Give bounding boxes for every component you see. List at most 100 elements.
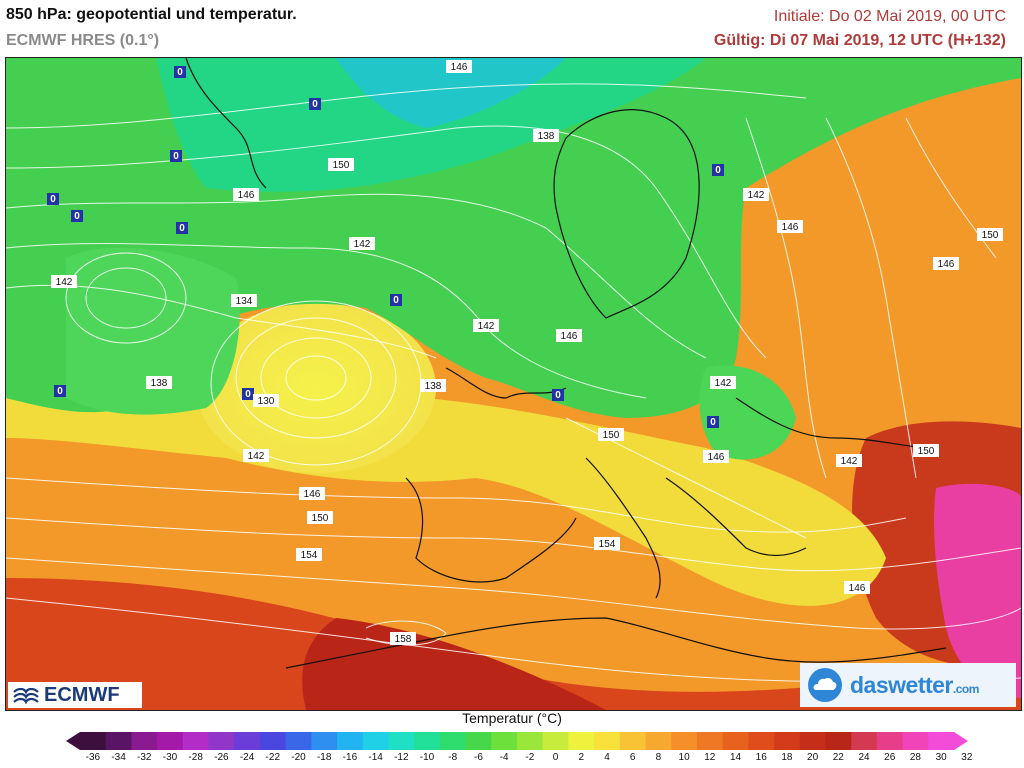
- legend-tick-label: 8: [655, 752, 662, 763]
- legend-tick-label: 4: [604, 752, 610, 763]
- cold-field-atlantic: [66, 247, 240, 415]
- svg-text:142: 142: [748, 190, 765, 201]
- init-time: Initiale: Do 02 Mai 2019, 00 UTC: [773, 8, 1006, 25]
- svg-text:138: 138: [538, 131, 555, 142]
- legend-tick-label: 6: [629, 752, 636, 763]
- legend-swatch: [234, 732, 261, 750]
- svg-text:142: 142: [56, 277, 73, 288]
- svg-text:158: 158: [395, 634, 412, 645]
- legend-swatch: [851, 732, 878, 750]
- svg-text:150: 150: [333, 160, 350, 171]
- svg-text:0: 0: [179, 223, 185, 234]
- legend-swatch: [80, 732, 107, 750]
- svg-text:0: 0: [555, 390, 561, 401]
- legend-tick-label: 12: [704, 752, 716, 763]
- legend-swatch: [285, 732, 312, 750]
- svg-text:0: 0: [393, 295, 399, 306]
- legend-arrow-high: [954, 732, 968, 750]
- ecmwf-logo: ECMWF: [8, 682, 142, 708]
- legend-swatch: [182, 732, 210, 750]
- svg-text:146: 146: [782, 222, 799, 233]
- svg-text:0: 0: [245, 389, 251, 400]
- legend-swatch: [671, 732, 698, 750]
- svg-text:146: 146: [451, 62, 468, 73]
- legend-tick-label: -20: [291, 752, 306, 763]
- svg-text:146: 146: [708, 452, 725, 463]
- ecmwf-logo-icon: [12, 687, 40, 705]
- legend-tick-label: -36: [85, 752, 101, 763]
- svg-text:0: 0: [74, 211, 80, 222]
- chart-title: 850 hPa: geopotential und temperatur.: [6, 6, 297, 23]
- svg-text:150: 150: [603, 430, 620, 441]
- legend-swatch: [799, 732, 826, 750]
- legend-swatch: [928, 732, 955, 750]
- svg-text:142: 142: [354, 239, 371, 250]
- hot-field-south: [6, 578, 1021, 710]
- legend-swatch: [722, 732, 749, 750]
- legend-tick-label: -12: [394, 752, 409, 763]
- legend-swatch: [157, 732, 184, 750]
- legend-tick-label: 14: [729, 752, 742, 763]
- legend-swatch: [465, 732, 492, 750]
- legend-tick-label: 32: [961, 752, 973, 763]
- legend-swatch: [645, 732, 672, 750]
- temperature-legend-bar: [66, 732, 968, 750]
- legend-swatch: [362, 732, 389, 750]
- ecmwf-logo-text: ECMWF: [44, 683, 120, 706]
- legend-swatch: [876, 732, 904, 750]
- svg-text:142: 142: [478, 321, 495, 332]
- legend-tick-label: 20: [807, 752, 819, 763]
- legend-tick-label: -26: [214, 752, 229, 763]
- svg-text:146: 146: [304, 489, 321, 500]
- svg-text:134: 134: [236, 296, 253, 307]
- legend-arrow-low: [66, 732, 80, 750]
- svg-text:0: 0: [710, 417, 716, 428]
- legend-tick-label: -2: [525, 752, 535, 763]
- legend-swatch: [517, 732, 544, 750]
- legend-tick-label: -14: [368, 752, 383, 763]
- svg-text:150: 150: [982, 230, 999, 241]
- svg-text:130: 130: [258, 396, 275, 407]
- legend-tick-label: -16: [342, 752, 358, 763]
- isohypse-labels: 146 138 150 146 142 142 134 142 146 138 …: [51, 60, 1003, 645]
- daswetter-logo[interactable]: daswetter.com: [800, 663, 1016, 707]
- freezing-markers: 0 0 0 0 0 0 0 0 0 0 0 0: [47, 66, 724, 428]
- legend-swatch: [388, 732, 415, 750]
- svg-text:0: 0: [57, 386, 63, 397]
- legend-swatch: [568, 732, 595, 750]
- legend-tick-label: 16: [755, 752, 767, 763]
- legend-tick-label: 28: [909, 752, 921, 763]
- legend-swatch: [414, 732, 441, 750]
- legend-tick-labels: -36 -34 -32 -30 -28 -26 -24 -22 -20 -18 -16 -14 -12-…: [0, 752, 1024, 766]
- svg-text:146: 146: [938, 259, 955, 270]
- legend-swatch: [619, 732, 647, 750]
- cutoff-low-field: [196, 303, 436, 473]
- legend-tick-label: -6: [473, 752, 483, 763]
- legend-tick-label: -32: [137, 752, 152, 763]
- weather-map[interactable]: 0 0 0 0 0 0 0 0 0 0 0 0 146 138 150 146 …: [5, 57, 1022, 711]
- daswetter-logo-text: daswetter.com: [850, 671, 979, 698]
- legend-swatch: [594, 732, 621, 750]
- svg-text:138: 138: [425, 381, 442, 392]
- svg-text:150: 150: [312, 513, 329, 524]
- svg-text:146: 146: [849, 583, 866, 594]
- legend-tick-label: -8: [448, 752, 458, 763]
- legend-tick-label: 2: [578, 752, 585, 763]
- legend-swatch: [825, 732, 852, 750]
- legend-tick-label: 18: [781, 752, 793, 763]
- cloud-icon: [806, 666, 844, 704]
- legend-swatch: [311, 732, 338, 750]
- legend-tick-label: 26: [884, 752, 896, 763]
- svg-text:150: 150: [918, 446, 935, 457]
- model-name: ECMWF HRES (0.1°): [6, 32, 160, 49]
- legend-swatch: [902, 732, 929, 750]
- legend-tick-label: -22: [265, 752, 281, 763]
- legend-swatch: [696, 732, 724, 750]
- legend-swatch: [208, 732, 235, 750]
- legend-tick-label: -18: [316, 752, 332, 763]
- valid-time: Gültig: Di 07 Mai 2019, 12 UTC (H+132): [713, 32, 1006, 49]
- svg-text:146: 146: [561, 331, 578, 342]
- svg-text:0: 0: [715, 165, 721, 176]
- svg-text:0: 0: [312, 99, 318, 110]
- legend-title: Temperatur (°C): [462, 710, 562, 726]
